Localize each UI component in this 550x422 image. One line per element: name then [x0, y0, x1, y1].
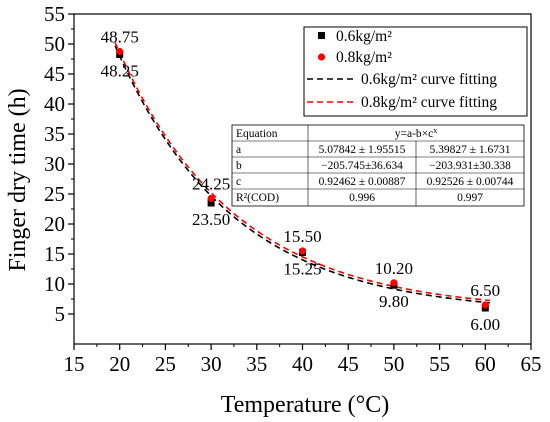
- y-tick-label: 50: [44, 32, 65, 56]
- y-tick-label: 25: [44, 182, 65, 206]
- fit-table-box: [231, 124, 525, 207]
- x-tick-label: 50: [383, 352, 404, 376]
- x-tick-label: 35: [246, 352, 267, 376]
- axis-ticks: 15 20 25 30 35 40 45 50 55 60 65 5 10 15 20 25 30 35 40 45 5…: [44, 2, 542, 376]
- data-point-series-2: [116, 47, 124, 56]
- x-tick-label: 45: [338, 352, 359, 376]
- y-tick-label: 30: [44, 152, 65, 176]
- x-tick-label: 40: [292, 352, 313, 376]
- legend-marker-series-2: [317, 53, 326, 61]
- legend: 0.6kg/m² 0.8kg/m² 0.6kg/m² curve fitting…: [303, 26, 528, 117]
- data-label-series-2: 48.75: [101, 28, 139, 47]
- fit-curve-2: [114, 42, 490, 302]
- data-point-series-2: [481, 301, 489, 309]
- data-label-series-1: 15.25: [283, 260, 321, 279]
- x-tick-label: 30: [201, 352, 222, 376]
- y-axis-title: Finger dry time (h): [5, 88, 31, 271]
- table-row-b-label: b: [236, 160, 242, 172]
- data-label-series-2: 15.50: [283, 227, 321, 246]
- x-tick-label: 60: [475, 352, 496, 376]
- table-row-c-col2: 0.92526 ± 0.00744: [427, 176, 514, 188]
- table-row-a-col1: 5.07842 ± 1.95515: [319, 144, 406, 156]
- x-axis-title: Temperature (°C): [221, 392, 390, 418]
- data-label-series-1: 23.50: [192, 210, 230, 229]
- table-row-r2-col2: 0.997: [457, 192, 483, 204]
- table-row-c-col1: 0.92462 ± 0.00887: [319, 176, 406, 188]
- legend-box: [303, 26, 528, 117]
- y-tick-label: 40: [44, 92, 65, 116]
- table-row-a-col2: 5.39827 ± 1.6731: [429, 144, 510, 156]
- table-row-r2-label: R²(COD): [236, 192, 279, 204]
- table-row-b-col1: −205.745±36.634: [321, 160, 403, 172]
- x-tick-label: 15: [64, 352, 85, 376]
- legend-label-fit-1: 0.6kg/m² curve fitting: [361, 71, 497, 88]
- legend-label-series-1: 0.6kg/m²: [336, 28, 392, 45]
- table-row-b-col2: −203.931±30.338: [429, 160, 511, 172]
- table-header-formula: y=a-b×cx: [395, 126, 438, 140]
- data-label-series-1: 6.00: [470, 315, 500, 334]
- legend-label-fit-2: 0.8kg/m² curve fitting: [361, 94, 497, 111]
- table-header-equation: Equation: [236, 128, 278, 140]
- data-label-series-1: 48.25: [101, 62, 139, 81]
- table-row-c-label: c: [236, 176, 241, 188]
- y-tick-label: 45: [44, 62, 65, 86]
- x-tick-label: 25: [155, 352, 176, 376]
- x-tick-label: 65: [521, 352, 542, 376]
- data-point-series-2: [390, 279, 398, 287]
- data-markers: [116, 47, 489, 312]
- data-point-series-1: [207, 199, 215, 207]
- legend-marker-series-1: [318, 32, 325, 39]
- table-row-a-label: a: [236, 144, 241, 156]
- data-labels: 48.75 24.25 15.50 10.20 6.50 48.25 23.50 15.25 9…: [101, 28, 501, 335]
- table-row-r2-col1: 0.996: [349, 192, 375, 204]
- data-point-series-2: [207, 194, 215, 203]
- y-tick-label: 15: [44, 242, 65, 266]
- y-tick-label: 5: [55, 302, 66, 326]
- data-point-series-2: [298, 247, 307, 255]
- x-tick-label: 20: [109, 352, 130, 376]
- y-tick-label: 10: [44, 272, 65, 296]
- y-tick-label: 55: [44, 2, 65, 26]
- data-label-series-2: 10.20: [375, 259, 413, 278]
- y-tick-label: 20: [44, 212, 65, 236]
- data-label-series-2: 6.50: [470, 281, 500, 300]
- x-tick-label: 55: [429, 352, 450, 376]
- legend-label-series-2: 0.8kg/m²: [336, 49, 392, 66]
- fit-curves: [114, 42, 490, 304]
- fit-curve-1: [114, 45, 490, 304]
- data-label-series-1: 9.80: [379, 292, 409, 311]
- y-tick-label: 35: [44, 122, 65, 146]
- fit-table: Equation y=a-b×cx a 5.07842 ± 1.95515 5.…: [231, 124, 525, 207]
- data-label-series-2: 24.25: [192, 175, 230, 194]
